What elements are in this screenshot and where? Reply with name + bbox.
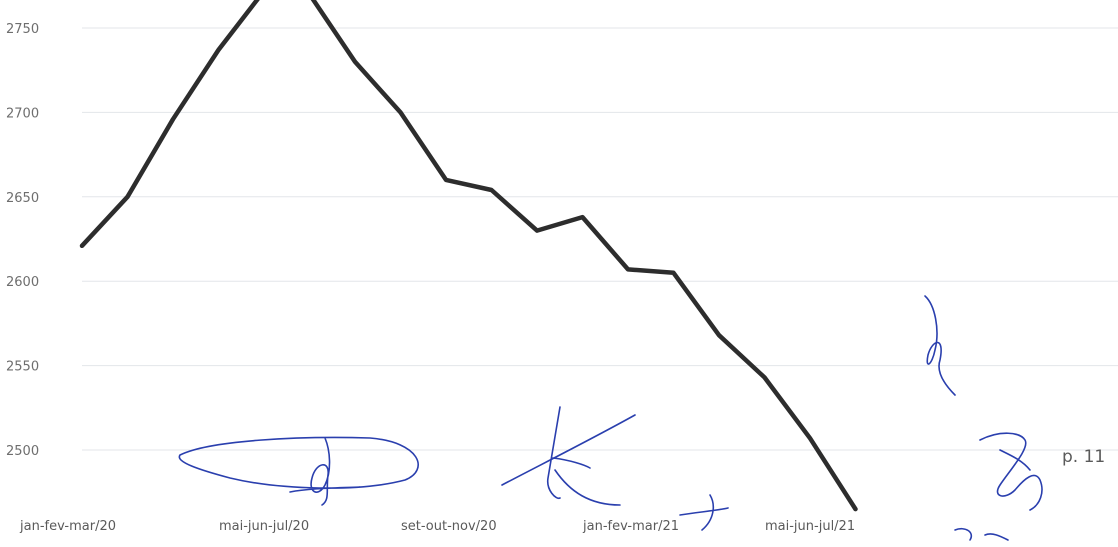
series-line [79, 0, 858, 512]
x-tick-label: mai-jun-jul/21 [765, 519, 855, 534]
y-axis-ticks: 2500 2550 2600 2650 2700 2750 [6, 22, 39, 459]
y-tick-label: 2600 [6, 275, 39, 290]
grid-lines [82, 27, 1118, 451]
y-tick-label: 2500 [6, 444, 39, 459]
x-tick-label: jan-fev-mar/21 [582, 519, 679, 534]
page-number: p. 11 [1062, 447, 1105, 467]
x-tick-label: jan-fev-mar/20 [19, 519, 116, 534]
signature-3 [554, 469, 729, 531]
y-tick-label: 2750 [6, 22, 39, 37]
y-tick-label: 2550 [6, 360, 39, 375]
signature-1 [178, 436, 419, 506]
signature-2 [501, 406, 636, 500]
signature-scribbles [178, 295, 1043, 541]
signature-6 [954, 527, 1009, 541]
x-tick-label: set-out-nov/20 [401, 519, 497, 534]
x-axis-ticks: jan-fev-mar/20 mai-jun-jul/20 set-out-nov/… [19, 519, 855, 534]
signature-4 [924, 295, 956, 396]
x-tick-label: mai-jun-jul/20 [219, 519, 309, 534]
y-tick-label: 2700 [6, 106, 39, 121]
y-tick-label: 2650 [6, 191, 39, 206]
signature-5 [979, 432, 1043, 511]
